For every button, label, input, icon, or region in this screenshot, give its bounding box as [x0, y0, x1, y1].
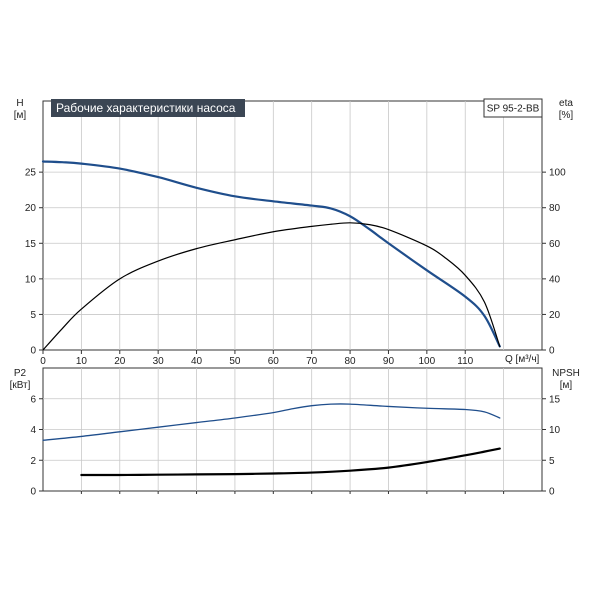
y-right-tick-label: 100: [549, 168, 566, 179]
y-right-tick-label: 5: [549, 456, 555, 467]
y-left-tick-label: 0: [30, 487, 36, 498]
x-tick-label: 30: [153, 356, 165, 367]
x-tick-label: 110: [457, 356, 473, 367]
x-tick-label: 80: [345, 356, 357, 367]
y-right-tick-label: 15: [549, 394, 561, 405]
y-left-tick-label: 2: [30, 456, 36, 467]
npsh-axis-label: NPSH: [552, 368, 580, 379]
y-right-tick-label: 60: [549, 239, 561, 250]
x-tick-label: 40: [191, 356, 203, 367]
x-tick-label: 100: [419, 356, 436, 367]
lower-chart: 0 2 4 6 0 5 10 15 P2 [кВт] NPSH [м]: [10, 367, 580, 498]
y-left-tick-label: 10: [25, 274, 37, 285]
x-tick-label: 90: [383, 356, 395, 367]
x-tick-label: 0: [40, 356, 46, 367]
y-left-tick-label: 20: [25, 203, 37, 214]
upper-ticks: 0 5 10 15 20 25 0 20 40 60 80 100 0 10 20 30 40 50 60 70 80 9…: [25, 168, 566, 367]
y-right-tick-label: 0: [549, 346, 555, 357]
chart-title: Рабочие характеристики насоса: [56, 101, 236, 115]
series-line: [42, 403, 501, 441]
x-tick-label: 70: [306, 356, 318, 367]
y-right-tick-label: 10: [549, 425, 561, 436]
y-left-tick-label: 4: [30, 425, 36, 436]
y-left-tick-label: 0: [30, 346, 36, 357]
p2-axis-unit: [кВт]: [10, 380, 31, 391]
lower-series: [42, 403, 501, 477]
y-left-tick-label: 6: [30, 394, 36, 405]
lower-ticks: 0 2 4 6 0 5 10 15: [30, 394, 560, 497]
y-right-tick-label: 0: [549, 487, 555, 498]
title-box: [51, 99, 245, 117]
x-tick-label: 20: [114, 356, 126, 367]
upper-chart: 0 5 10 15 20 25 0 20 40 60 80 100 0 10 20 30 40 50 60 70 80 9…: [14, 98, 574, 367]
series-line: [41, 160, 501, 348]
y-left-label: H: [16, 98, 23, 109]
model-label: SP 95-2-BB: [487, 104, 540, 115]
x-tick-label: 50: [229, 356, 241, 367]
series-line: [42, 222, 501, 351]
y-right-label: eta: [559, 98, 573, 109]
y-right-tick-label: 40: [549, 274, 561, 285]
lower-grid: [43, 368, 542, 491]
npsh-axis-unit: [м]: [560, 380, 573, 391]
x-tick-label: 60: [268, 356, 280, 367]
y-right-tick-label: 20: [549, 310, 561, 321]
x-tick-label: 10: [76, 356, 88, 367]
p2-axis-label: P2: [14, 368, 27, 379]
y-left-tick-label: 5: [30, 310, 36, 321]
upper-grid: [43, 101, 542, 350]
series-line: [80, 447, 501, 477]
y-left-unit: [м]: [14, 110, 27, 121]
upper-plot-frame: [42, 100, 543, 351]
y-right-tick-label: 80: [549, 203, 561, 214]
upper-series: [41, 160, 501, 351]
x-axis-label: Q [м³/ч]: [505, 354, 540, 365]
y-left-tick-label: 25: [25, 168, 37, 179]
y-left-tick-label: 15: [25, 239, 37, 250]
y-right-unit: [%]: [559, 110, 574, 121]
model-box: [483, 98, 543, 118]
